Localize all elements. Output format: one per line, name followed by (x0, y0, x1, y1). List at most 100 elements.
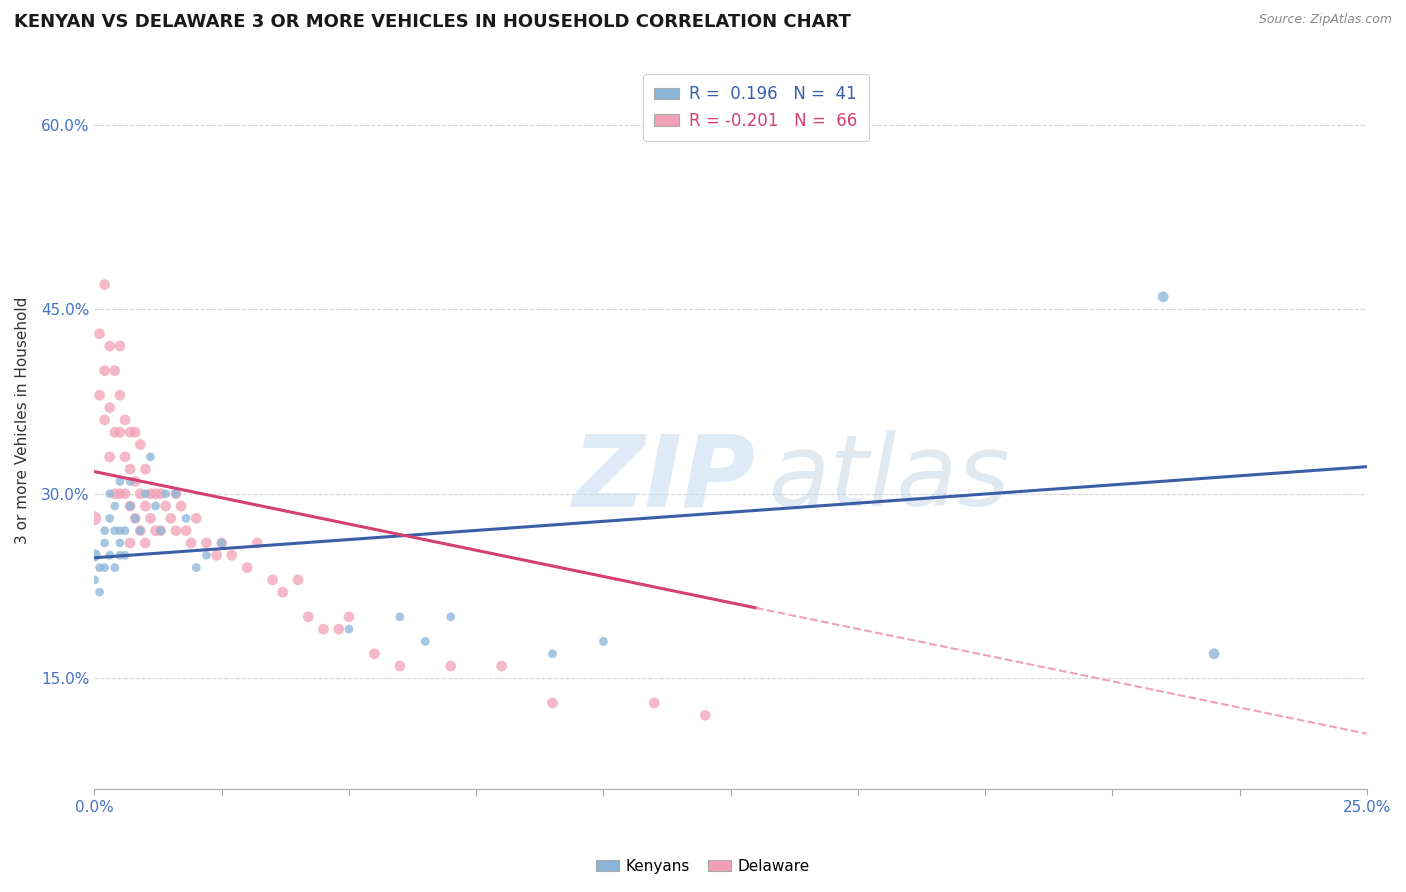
Point (211, 536, 233, 550)
Point (124, 475, 146, 489)
Point (695, 708, 717, 723)
Point (221, 549, 243, 563)
Point (98, 487, 121, 501)
Point (149, 524, 172, 538)
Point (89, 560, 111, 574)
Point (1204, 647, 1226, 661)
Point (108, 487, 131, 501)
Text: ZIP: ZIP (574, 431, 756, 527)
Y-axis label: 3 or more Vehicles in Household: 3 or more Vehicles in Household (15, 296, 30, 543)
Point (83, 549, 105, 563)
Point (174, 524, 197, 538)
Point (262, 573, 284, 587)
Point (388, 659, 411, 673)
Point (337, 622, 360, 636)
Text: Source: ZipAtlas.com: Source: ZipAtlas.com (1258, 13, 1392, 27)
Legend: Kenyans, Delaware: Kenyans, Delaware (591, 853, 815, 880)
Point (124, 425, 146, 440)
Point (129, 437, 152, 451)
Point (139, 487, 162, 501)
Point (93, 524, 115, 538)
Point (145, 487, 167, 501)
Point (104, 560, 127, 574)
Point (337, 610, 360, 624)
Point (211, 536, 233, 550)
Point (297, 610, 319, 624)
Point (134, 462, 156, 476)
Point (195, 549, 218, 563)
Point (120, 499, 142, 513)
Point (388, 610, 411, 624)
Text: atlas: atlas (769, 431, 1011, 527)
Point (98, 401, 121, 415)
Point (89, 326, 111, 341)
Point (83, 573, 105, 587)
Point (93, 560, 115, 574)
Point (592, 634, 614, 648)
Point (413, 634, 436, 648)
Point (134, 499, 156, 513)
Point (643, 696, 665, 710)
Point (129, 487, 152, 501)
Point (145, 524, 167, 538)
Point (440, 610, 463, 624)
Point (83, 511, 105, 525)
Point (246, 536, 269, 550)
Point (104, 425, 127, 440)
Point (89, 585, 111, 599)
Point (89, 388, 111, 402)
Text: KENYAN VS DELAWARE 3 OR MORE VEHICLES IN HOUSEHOLD CORRELATION CHART: KENYAN VS DELAWARE 3 OR MORE VEHICLES IN… (14, 13, 851, 31)
Point (98, 511, 121, 525)
Point (440, 659, 463, 673)
Point (124, 511, 146, 525)
Point (98, 339, 121, 353)
Point (186, 560, 208, 574)
Point (108, 475, 131, 489)
Legend: R =  0.196   N =  41, R = -0.201   N =  66: R = 0.196 N = 41, R = -0.201 N = 66 (643, 74, 869, 142)
Point (195, 536, 218, 550)
Point (134, 487, 156, 501)
Point (108, 425, 131, 440)
Point (108, 388, 131, 402)
Point (186, 511, 208, 525)
Point (104, 487, 127, 501)
Point (120, 475, 142, 489)
Point (174, 511, 197, 525)
Point (165, 524, 187, 538)
Point (114, 524, 136, 538)
Point (236, 560, 259, 574)
Point (93, 536, 115, 550)
Point (287, 573, 309, 587)
Point (114, 450, 136, 464)
Point (541, 647, 564, 661)
Point (120, 425, 142, 440)
Point (104, 364, 127, 378)
Point (149, 487, 172, 501)
Point (312, 622, 335, 636)
Point (541, 696, 564, 710)
Point (180, 536, 202, 550)
Point (104, 499, 127, 513)
Point (98, 549, 121, 563)
Point (108, 339, 131, 353)
Point (129, 524, 152, 538)
Point (134, 536, 156, 550)
Point (124, 511, 146, 525)
Point (93, 413, 115, 427)
Point (104, 524, 127, 538)
Point (93, 364, 115, 378)
Point (98, 450, 121, 464)
Point (114, 413, 136, 427)
Point (170, 499, 193, 513)
Point (328, 622, 350, 636)
Point (155, 487, 177, 501)
Point (205, 549, 228, 563)
Point (108, 536, 131, 550)
Point (120, 462, 142, 476)
Point (1152, 290, 1174, 304)
Point (108, 524, 131, 538)
Point (363, 647, 385, 661)
Point (139, 450, 162, 464)
Point (149, 524, 172, 538)
Point (491, 659, 513, 673)
